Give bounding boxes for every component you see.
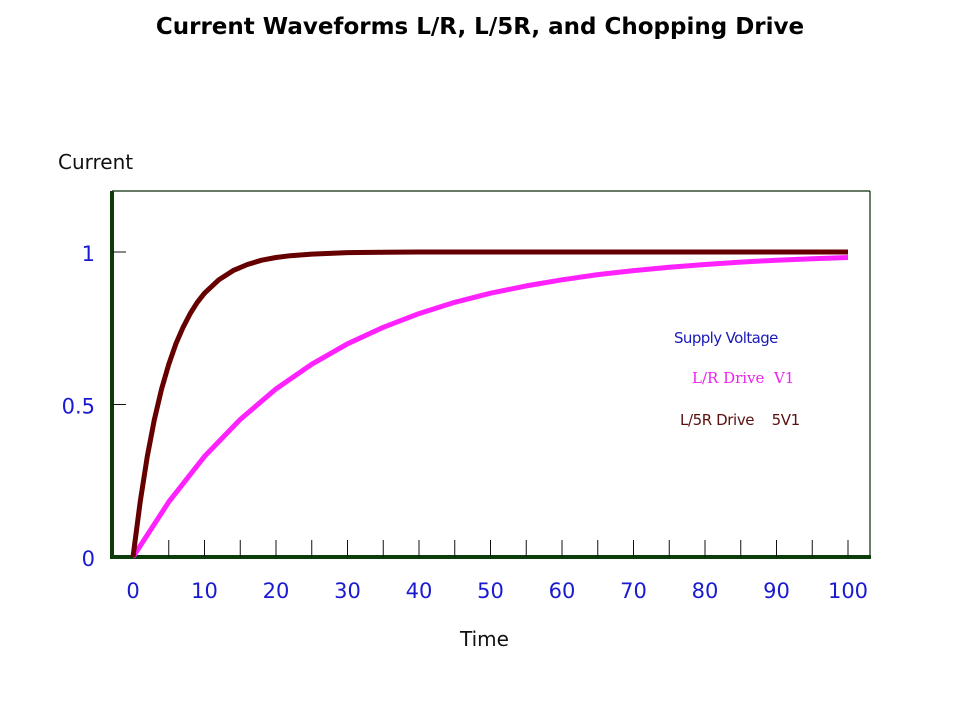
x-tick-label: 60 <box>549 579 576 603</box>
x-tick-label: 0 <box>126 579 139 603</box>
tick-labels: 0 10 20 30 40 50 60 70 80 90 100 0 0.5 1 <box>62 242 868 603</box>
series-line-lr-drive <box>130 255 849 559</box>
y-tick-label: 1 <box>82 242 95 266</box>
annotation-supply-voltage: Supply Voltage <box>674 329 778 347</box>
x-tick-label: 50 <box>477 579 504 603</box>
x-tick-label: 100 <box>828 579 868 603</box>
x-tick-label: 30 <box>334 579 361 603</box>
series-lines <box>130 249 849 559</box>
x-tick-label: 80 <box>692 579 719 603</box>
y-tick-label: 0.5 <box>62 395 95 419</box>
x-tick-label: 90 <box>763 579 790 603</box>
x-tick-label: 20 <box>263 579 290 603</box>
y-tick-label: 0 <box>82 547 95 571</box>
chart-title: Current Waveforms L/R, L/5R, and Choppin… <box>155 14 805 40</box>
annotation-lr-drive: L/R Drive V1 <box>692 369 795 387</box>
x-tick-label: 70 <box>620 579 647 603</box>
series-line-l5r-drive <box>130 249 848 558</box>
x-tick-label: 10 <box>191 579 218 603</box>
axis-ticks <box>112 251 849 557</box>
x-axis-label: Time <box>460 627 509 651</box>
x-tick-label: 40 <box>406 579 433 603</box>
annotation-l5r-drive: L/5R Drive 5V1 <box>680 411 800 429</box>
y-axis-label: Current <box>58 150 134 174</box>
